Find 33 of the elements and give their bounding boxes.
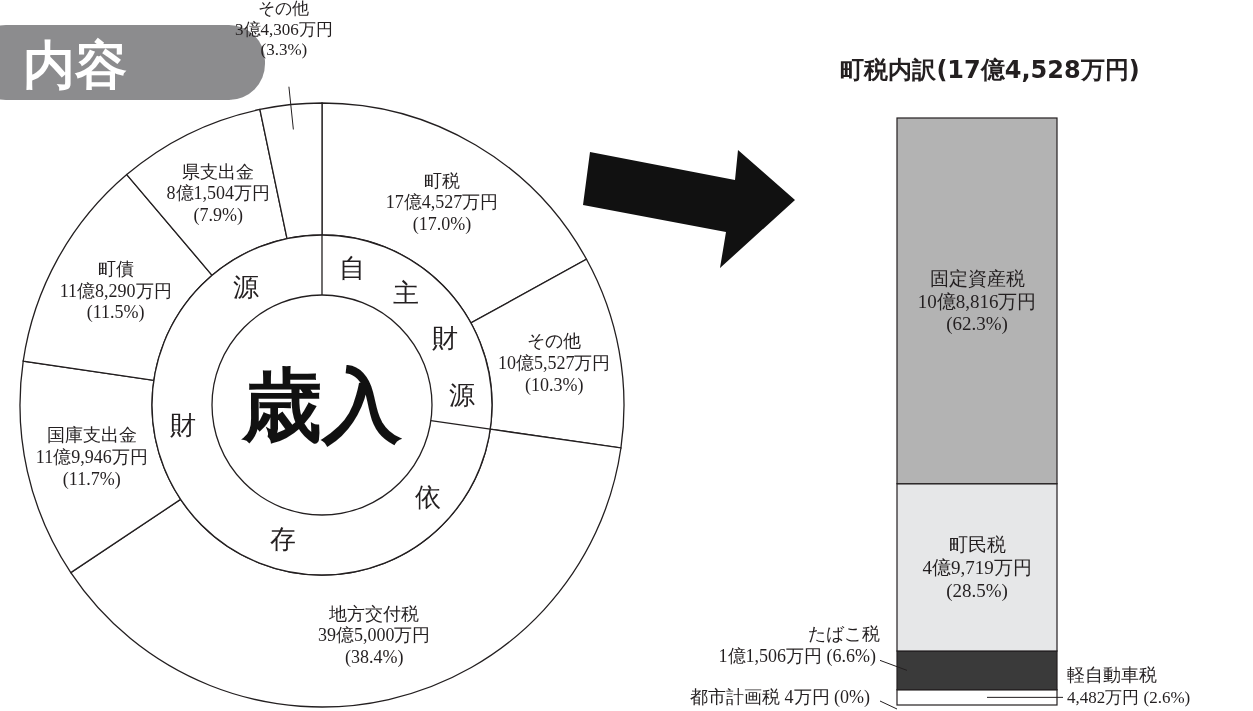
text: 財 xyxy=(431,323,458,353)
data-label: 4,482万円 (2.6%) xyxy=(1067,688,1191,708)
text: 財 xyxy=(170,410,197,440)
chart-title: 町税内訳(17億4,528万円) xyxy=(840,56,1140,84)
series-label: 軽自動車税 xyxy=(1067,665,1157,686)
data-label: 11億9,946万円 (11.7%) xyxy=(35,447,148,490)
series-label: 固定資産税 xyxy=(929,267,1025,289)
slice-label: 国庫支出金 xyxy=(46,425,137,446)
text: 源 xyxy=(233,273,260,303)
data-label: 10億5,527万円 (10.3%) xyxy=(497,352,611,396)
text: 存 xyxy=(269,525,296,555)
text: 依 xyxy=(414,482,441,512)
data-label: 8億1,504万円 (7.9%) xyxy=(166,183,271,226)
series-label: たばこ税 xyxy=(808,624,880,645)
text: 歳入 xyxy=(241,359,403,452)
slice-label: 町税 xyxy=(424,170,461,191)
text: 都市計画税 4万円 (0%) xyxy=(690,687,870,707)
series-label: 町民税 xyxy=(948,534,1006,556)
data-label: 10億8,816万円 (62.3%) xyxy=(917,290,1037,336)
slice-label: その他 xyxy=(258,0,310,19)
text: 内容 xyxy=(23,35,127,95)
data-label: 11億8,290万円 (11.5%) xyxy=(59,280,172,324)
data-label: 17億4,527万円 (17.0%) xyxy=(385,192,499,235)
text: 自 xyxy=(338,254,365,284)
text: 主 xyxy=(392,278,419,308)
slice-label: その他 xyxy=(527,331,582,352)
slice-label: 町債 xyxy=(97,259,134,280)
data-label: 4億9,719万円 (28.5%) xyxy=(922,557,1032,602)
data-label: 39億5,000万円 (38.4%) xyxy=(317,625,431,669)
text: 源 xyxy=(448,381,475,411)
slice-label: 地方交付税 xyxy=(328,603,420,624)
data-label: 1億1,506万円 (6.6%) xyxy=(718,646,876,668)
slice-label: 県支出金 xyxy=(182,161,255,182)
